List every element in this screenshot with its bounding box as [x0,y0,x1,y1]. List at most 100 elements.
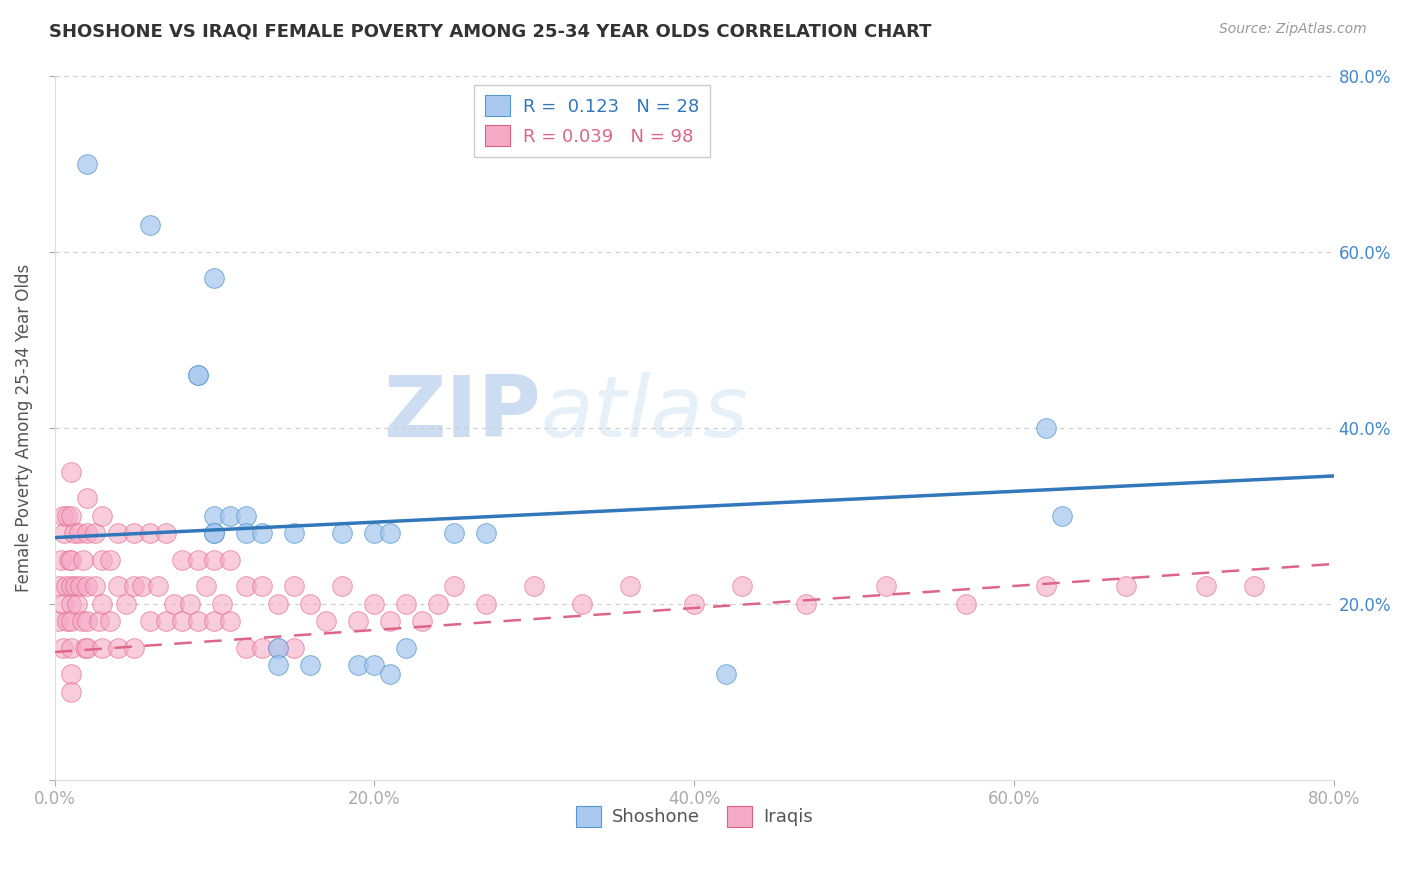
Point [155,614,177,628]
Point [51,508,73,523]
Point [380,667,402,681]
Point [411,614,433,628]
Point [204,526,226,541]
Point [1035,420,1057,434]
Point [204,526,226,541]
Point [58,552,80,566]
Point [395,597,418,611]
Point [51,640,73,655]
Point [76,156,98,170]
Point [315,614,337,628]
Point [66,597,89,611]
Point [363,597,385,611]
Point [172,552,194,566]
Point [59,465,82,479]
Point [475,597,498,611]
Point [427,597,450,611]
Point [76,526,98,541]
Point [204,614,226,628]
Point [91,508,114,523]
Y-axis label: Female Poverty Among 25-34 Year Olds: Female Poverty Among 25-34 Year Olds [15,263,32,591]
Point [139,526,162,541]
Point [91,640,114,655]
Point [56,508,79,523]
Point [283,579,305,593]
Point [163,597,186,611]
Point [100,552,122,566]
Point [67,526,90,541]
Point [443,579,465,593]
Point [571,597,593,611]
Point [195,579,218,593]
Point [683,597,706,611]
Point [76,614,98,628]
Point [252,640,274,655]
Point [363,658,385,673]
Point [107,640,129,655]
Point [235,579,257,593]
Point [475,526,498,541]
Point [794,597,817,611]
Point [714,667,737,681]
Point [1050,508,1073,523]
Point [139,614,162,628]
Point [395,640,418,655]
Point [1243,579,1265,593]
Point [219,552,242,566]
Point [72,552,94,566]
Point [1035,579,1057,593]
Point [347,614,370,628]
Point [56,614,79,628]
Point [235,640,257,655]
Point [299,597,322,611]
Point [235,508,257,523]
Point [204,508,226,523]
Text: atlas: atlas [540,372,748,455]
Point [76,579,98,593]
Point [187,552,209,566]
Point [523,579,546,593]
Point [347,658,370,673]
Point [83,579,105,593]
Point [875,579,897,593]
Point [235,526,257,541]
Point [76,491,98,505]
Point [267,658,290,673]
Point [124,579,146,593]
Point [619,579,641,593]
Point [53,526,76,541]
Point [219,508,242,523]
Point [69,579,91,593]
Point [73,640,96,655]
Point [91,552,114,566]
Text: SHOSHONE VS IRAQI FEMALE POVERTY AMONG 25-34 YEAR OLDS CORRELATION CHART: SHOSHONE VS IRAQI FEMALE POVERTY AMONG 2… [49,22,932,40]
Point [443,526,465,541]
Point [363,526,385,541]
Text: ZIP: ZIP [382,372,540,455]
Point [59,508,82,523]
Point [299,658,322,673]
Point [76,640,98,655]
Point [59,552,82,566]
Point [380,526,402,541]
Point [267,640,290,655]
Point [124,640,146,655]
Point [107,579,129,593]
Point [115,597,138,611]
Point [59,614,82,628]
Point [91,597,114,611]
Point [1115,579,1137,593]
Point [59,597,82,611]
Point [59,579,82,593]
Point [155,526,177,541]
Point [1195,579,1218,593]
Point [204,552,226,566]
Point [211,597,233,611]
Point [46,614,69,628]
Point [62,526,84,541]
Point [51,597,73,611]
Point [148,579,170,593]
Point [187,368,209,382]
Point [267,597,290,611]
Point [187,368,209,382]
